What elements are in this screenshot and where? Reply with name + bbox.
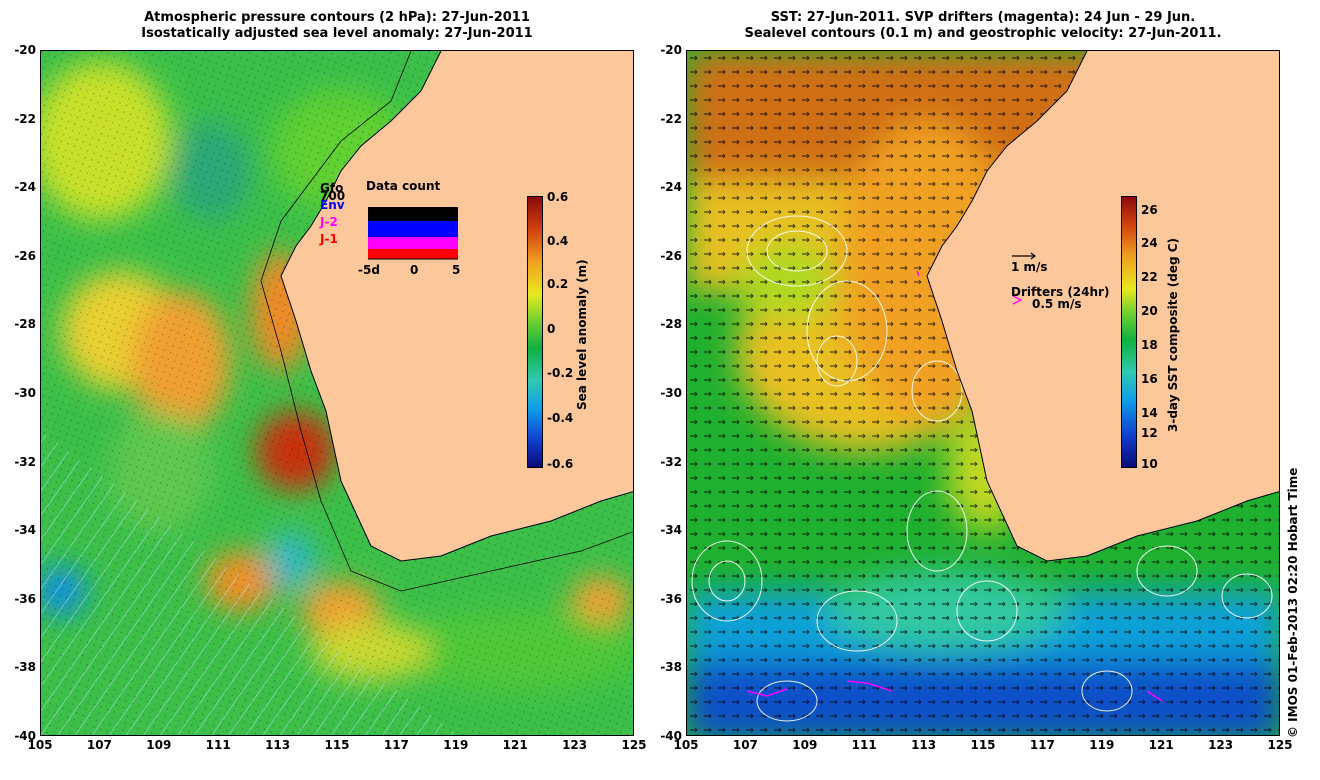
data-count-tick-mid: 0 [410,263,419,277]
y-tick-label: -36 [14,591,36,606]
right-panel-title: SST: 27-Jun-2011. SVP drifters (magenta)… [686,10,1280,42]
left-title-line1: Atmospheric pressure contours (2 hPa): 2… [144,10,530,25]
credit-text: © IMOS 01-Feb-2013 02:20 Hobart Time [1286,467,1300,738]
y-tick-label: -32 [660,454,682,469]
data-count-tick-start: -5d [358,263,380,277]
sst-colorbar-label: 3-day SST composite (deg C) [1166,237,1180,432]
source-700: 700 [320,189,346,203]
x-tick-label: 119 [1089,738,1115,752]
y-tick-label: -30 [14,386,36,400]
x-tick-label: 109 [792,738,818,752]
x-tick-label: 111 [851,738,877,752]
cb-right-tick: 10 [1141,457,1158,471]
cb-right-tick: 26 [1141,203,1158,217]
y-tick-label: -32 [14,454,36,469]
x-tick-label: 113 [911,738,937,752]
cb-right-tick: 20 [1141,304,1158,318]
cb-left-tick: -0.2 [547,366,574,380]
y-tick-label: -24 [14,180,36,195]
x-tick-label: 121 [1148,738,1174,752]
drifters-legend-value: 0.5 m/s [1032,297,1082,311]
right-title-line2: Sealevel contours (0.1 m) and geostrophi… [744,26,1222,41]
x-tick-label: 115 [970,738,996,752]
cb-right-tick: 14 [1141,406,1158,420]
cb-right-tick: 22 [1141,270,1158,284]
source-j1: J-1 [320,232,338,246]
sst-colorbar [1121,196,1137,468]
x-tick-label: 123 [562,738,588,752]
y-tick-label: -24 [660,180,682,195]
y-tick-label: -26 [14,248,36,263]
velocity-legend-label: 1 m/s [1011,260,1048,274]
x-tick-label: 117 [383,738,409,752]
cb-left-tick: -0.6 [547,457,574,471]
y-tick-label: -38 [14,660,36,675]
cb-left-tick: -0.4 [547,411,574,425]
data-count-inset [368,207,458,260]
y-tick-label: -34 [660,523,682,538]
sea-level-anomaly-field [41,51,633,735]
x-tick-label: 107 [86,738,112,752]
y-tick-label: -20 [14,43,36,57]
y-tick-label: -40 [14,729,36,743]
sst-map [686,50,1280,736]
cb-left-tick: 0 [547,322,556,336]
source-env: Env [320,198,345,212]
cb-left-tick: 0.2 [547,277,569,291]
data-count-title: Data count [366,179,441,193]
cb-left-tick: 0.6 [547,190,569,204]
y-tick-label: -40 [660,729,682,743]
left-title-line2: Isostatically adjusted sea level anomaly… [141,26,533,41]
y-tick-label: -30 [660,386,682,400]
y-tick-label: -22 [660,111,682,126]
cb-right-tick: 18 [1141,338,1158,352]
sst-field [687,51,1279,735]
x-tick-label: 105 [27,738,53,752]
x-tick-label: 105 [673,738,699,752]
drifters-legend-title: Drifters (24hr) [1011,285,1110,299]
y-tick-label: -36 [660,591,682,606]
x-tick-label: 123 [1208,738,1234,752]
y-tick-label: -28 [14,317,36,332]
sea-level-colorbar-label: Sea level anomaly (m) [575,259,589,410]
cb-right-tick: 12 [1141,426,1158,440]
y-tick-label: -28 [660,317,682,332]
x-tick-label: 115 [324,738,350,752]
drifter-legend-marker [1012,295,1023,305]
sea-level-anomaly-map [40,50,634,736]
y-tick-label: -38 [660,660,682,675]
source-j2: J-2 [320,215,338,229]
left-panel-title: Atmospheric pressure contours (2 hPa): 2… [40,10,634,42]
y-tick-label: -22 [14,111,36,126]
cb-left-tick: 0.4 [547,234,569,248]
x-tick-label: 117 [1029,738,1055,752]
data-count-tick-end: 5 [452,263,461,277]
x-tick-label: 125 [621,738,647,752]
source-gfo: Gfo [320,181,344,195]
x-tick-label: 113 [265,738,291,752]
x-tick-label: 125 [1267,738,1293,752]
sea-level-colorbar [527,196,543,468]
right-title-line1: SST: 27-Jun-2011. SVP drifters (magenta)… [770,10,1196,25]
x-tick-label: 121 [502,738,528,752]
cb-right-tick: 24 [1141,236,1158,250]
x-tick-label: 111 [205,738,231,752]
cb-right-tick: 16 [1141,372,1158,386]
x-tick-label: 109 [146,738,172,752]
x-tick-label: 119 [443,738,469,752]
y-tick-label: -20 [660,43,682,57]
y-tick-label: -26 [660,248,682,263]
x-tick-label: 107 [732,738,758,752]
drifter-tracks [746,270,1163,702]
y-tick-label: -34 [14,523,36,538]
